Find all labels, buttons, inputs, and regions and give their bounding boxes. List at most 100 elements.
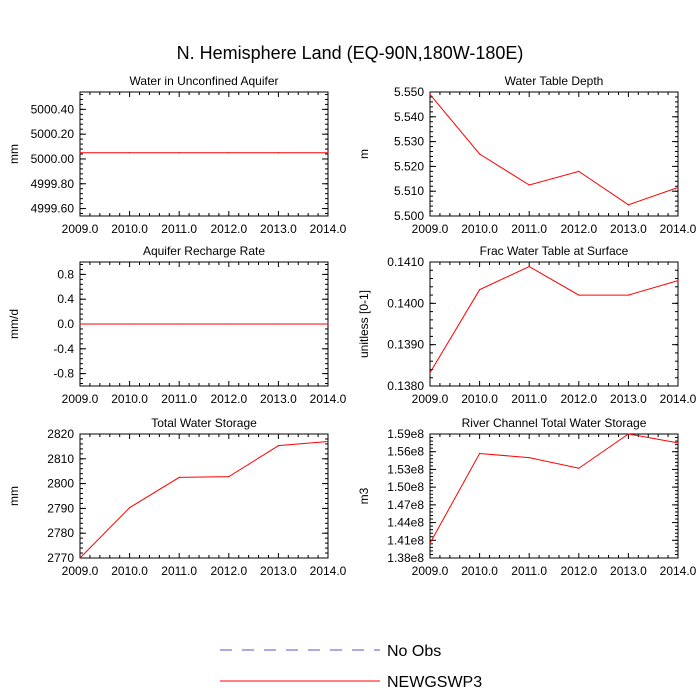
x-tick-label: 2009.0 <box>62 222 99 236</box>
x-tick-label: 2013.0 <box>260 392 297 406</box>
y-tick-label: 4999.60 <box>31 202 75 216</box>
data-point <box>277 445 279 447</box>
x-tick-label: 2010.0 <box>461 564 498 578</box>
data-point <box>479 452 481 455</box>
x-tick-label: 2011.0 <box>511 392 547 406</box>
chart-title: Aquifer Recharge Rate <box>143 244 265 258</box>
y-tick-label: 1.38e8 <box>387 551 424 565</box>
x-tick-label: 2011.0 <box>161 392 197 406</box>
y-tick-label: 5000.00 <box>31 152 75 166</box>
y-tick-label: 0.1380 <box>387 379 424 393</box>
x-tick-label: 2011.0 <box>511 222 547 236</box>
chart-title: Water in Unconfined Aquifer <box>130 74 279 88</box>
data-point <box>327 152 329 154</box>
y-tick-label: 5.510 <box>394 184 424 198</box>
x-tick-label: 2012.0 <box>560 392 597 406</box>
x-tick-label: 2013.0 <box>610 392 647 406</box>
y-tick-label: 1.44e8 <box>387 516 424 530</box>
data-point <box>178 323 180 325</box>
plot-frame <box>79 433 329 559</box>
chart-title: Water Table Depth <box>505 74 604 88</box>
y-tick-label: 5.530 <box>394 135 424 149</box>
y-tick-label: 1.50e8 <box>387 480 424 494</box>
x-tick-label: 2012.0 <box>560 222 597 236</box>
chart-title: River Channel Total Water Storage <box>462 416 647 430</box>
chart-panel-2: Water Table Depth 2009.0 2010.0 2011.0 2012.… <box>357 74 697 236</box>
y-tick-label: 0.4 <box>57 292 74 306</box>
data-point <box>578 294 580 296</box>
chart-title: Total Water Storage <box>151 416 257 430</box>
y-tick-label: 5000.40 <box>31 102 75 116</box>
y-tick-label: 1.56e8 <box>387 445 424 459</box>
x-tick-label: 2013.0 <box>260 222 297 236</box>
series-line-newgswp3 <box>79 440 329 559</box>
chart-panel-5: Total Water Storage 2009.0 2010.0 2011.0 201… <box>7 416 347 578</box>
x-tick-label: 2014.0 <box>310 392 347 406</box>
series-line-newgswp3 <box>429 433 679 544</box>
data-point <box>528 184 530 186</box>
plot-frame <box>79 91 329 217</box>
y-axis-label: m <box>357 149 371 159</box>
x-tick-label: 2012.0 <box>560 564 597 578</box>
data-point <box>277 323 279 325</box>
x-tick-label: 2010.0 <box>111 564 148 578</box>
legend-label-no-obs: No Obs <box>387 643 441 660</box>
data-point <box>677 442 679 444</box>
x-tick-label: 2014.0 <box>660 392 697 406</box>
data-point <box>627 204 630 206</box>
y-tick-label: 1.41e8 <box>387 533 424 547</box>
y-tick-label: 0.0 <box>57 317 74 331</box>
x-tick-label: 2012.0 <box>210 392 247 406</box>
data-point <box>429 542 431 544</box>
y-tick-label: 1.47e8 <box>387 498 424 512</box>
x-tick-label: 2012.0 <box>210 222 247 236</box>
y-tick-label: 2780 <box>47 526 74 540</box>
data-point <box>129 152 131 154</box>
data-point <box>479 289 481 291</box>
data-point <box>228 152 230 154</box>
chart-panel-4: Frac Water Table at Surface 2009.0 2010.0 2… <box>357 244 697 406</box>
y-tick-label: 2810 <box>47 452 74 466</box>
y-tick-label: 2790 <box>47 501 74 515</box>
x-tick-label: 2014.0 <box>310 222 347 236</box>
data-point <box>627 294 630 296</box>
data-point <box>627 433 630 435</box>
y-tick-label: 5.520 <box>394 159 424 173</box>
y-tick-label: 1.59e8 <box>387 427 424 441</box>
x-tick-label: 2010.0 <box>461 222 498 236</box>
x-tick-label: 2009.0 <box>62 564 99 578</box>
x-tick-label: 2010.0 <box>111 222 148 236</box>
data-point <box>429 93 431 96</box>
y-tick-label: -0.8 <box>53 367 74 381</box>
data-point <box>79 152 81 154</box>
x-tick-label: 2009.0 <box>62 392 99 406</box>
x-tick-label: 2010.0 <box>111 392 148 406</box>
data-point <box>327 323 329 325</box>
x-tick-label: 2013.0 <box>260 564 297 578</box>
y-tick-label: 0.1390 <box>387 338 424 352</box>
y-tick-label: 0.1410 <box>387 255 424 269</box>
data-point <box>79 323 81 325</box>
data-point <box>178 476 180 478</box>
y-axis-label: mm/d <box>7 309 21 339</box>
data-point <box>528 265 530 268</box>
data-point <box>677 186 679 189</box>
x-tick-label: 2009.0 <box>412 392 449 406</box>
y-tick-label: 0.1400 <box>387 296 424 310</box>
series-line-newgswp3 <box>429 94 679 206</box>
x-tick-label: 2009.0 <box>412 222 449 236</box>
data-point <box>528 457 530 459</box>
data-point <box>79 557 81 559</box>
y-tick-label: 5.540 <box>394 110 424 124</box>
panels: Water in Unconfined Aquifer 2009.0 2010.0 2… <box>7 74 697 578</box>
y-tick-label: 4999.80 <box>31 177 75 191</box>
data-point <box>277 152 279 154</box>
x-tick-label: 2014.0 <box>660 564 697 578</box>
data-point <box>578 467 580 469</box>
x-tick-label: 2013.0 <box>610 222 647 236</box>
x-tick-label: 2013.0 <box>610 564 647 578</box>
data-point <box>429 372 431 374</box>
legend: No Obs NEWGSWP3 <box>220 643 482 691</box>
x-tick-label: 2011.0 <box>511 564 547 578</box>
